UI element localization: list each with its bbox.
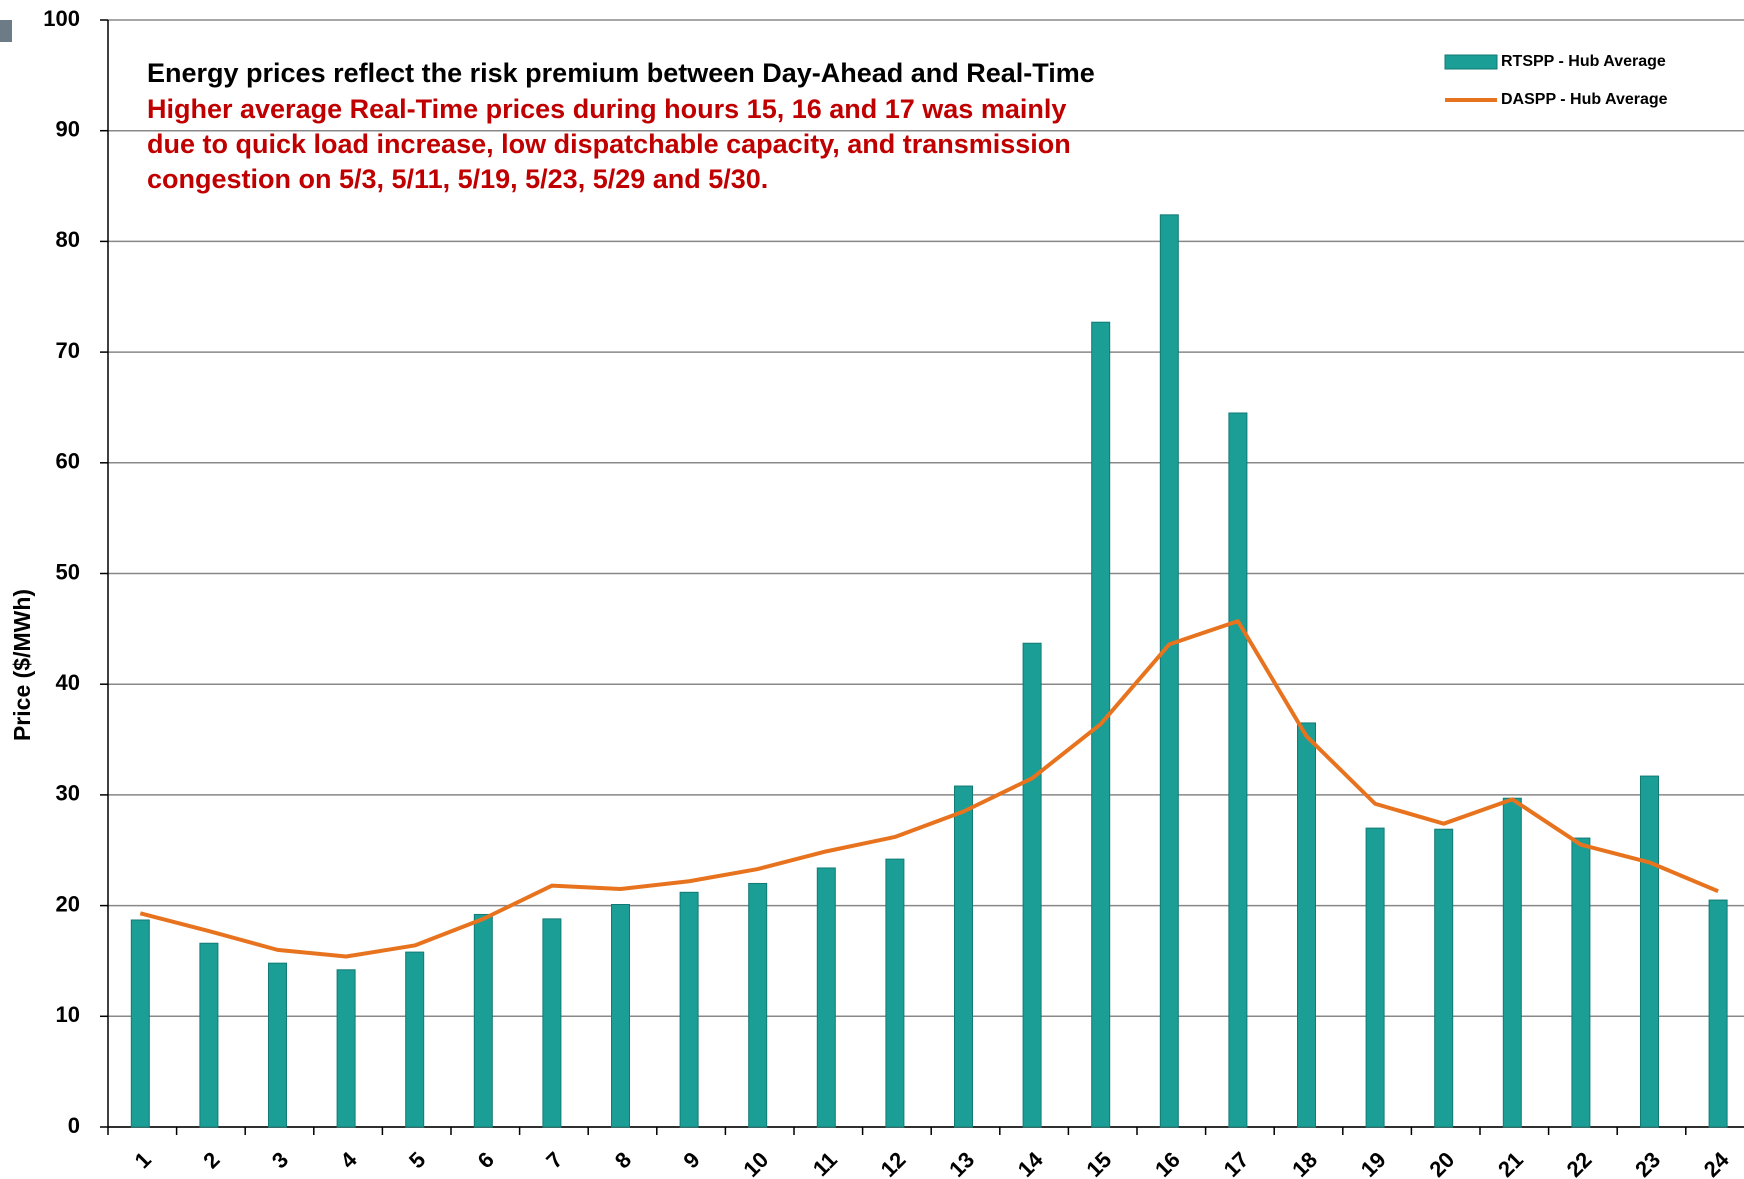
x-tick-label: 14 — [1013, 1146, 1049, 1179]
y-tick-label: 30 — [56, 781, 80, 806]
bar — [679, 891, 699, 1128]
bar — [1434, 828, 1454, 1128]
bar — [199, 942, 219, 1128]
note: due to quick load increase, low dispatch… — [147, 129, 1071, 159]
bar — [1640, 775, 1659, 1128]
bar — [473, 913, 493, 1128]
x-tick-label: 15 — [1081, 1147, 1116, 1179]
bar — [748, 882, 768, 1128]
bar — [1571, 837, 1591, 1128]
x-tick-label: 22 — [1562, 1147, 1597, 1179]
bar — [1159, 214, 1179, 1128]
x-tick-label: 13 — [944, 1147, 979, 1179]
legend-label: RTSPP - Hub Average — [1501, 53, 1666, 70]
x-tick-label: 17 — [1219, 1147, 1254, 1179]
x-tick-label: 2 — [198, 1147, 224, 1173]
bar — [336, 969, 356, 1128]
note: Higher average Real-Time prices during h… — [147, 94, 1066, 124]
y-tick-label: 70 — [56, 338, 80, 363]
legend-label: DASPP - Hub Average — [1501, 91, 1668, 108]
bar — [954, 785, 973, 1128]
bar — [816, 867, 836, 1128]
y-tick-label: 80 — [56, 227, 80, 252]
y-tick-label: 60 — [56, 449, 80, 474]
bar — [611, 903, 630, 1128]
bar — [1297, 722, 1316, 1128]
bar — [130, 919, 150, 1128]
bar — [1365, 827, 1385, 1128]
x-tick-label: 21 — [1493, 1147, 1528, 1179]
x-tick-label: 19 — [1356, 1147, 1391, 1179]
bar — [405, 951, 425, 1128]
x-tick-label: 4 — [335, 1146, 362, 1173]
y-tick-label: 40 — [56, 670, 80, 695]
x-tick-label: 9 — [678, 1147, 704, 1173]
x-tick-label: 6 — [473, 1147, 499, 1173]
x-tick-label: 8 — [610, 1147, 636, 1173]
annotation: Energy prices reflect the risk premium b… — [147, 58, 1095, 88]
y-tick-label: 100 — [43, 6, 80, 31]
x-tick-label: 24 — [1699, 1146, 1735, 1179]
y-tick-label: 90 — [56, 117, 80, 142]
x-tick-label: 7 — [541, 1147, 567, 1173]
y-axis-label: Price ($/MWh) — [9, 589, 35, 741]
y-tick-label: 10 — [56, 1002, 80, 1027]
x-tick-label: 11 — [808, 1147, 842, 1179]
x-tick-label: 1 — [130, 1147, 156, 1173]
bar — [268, 962, 287, 1128]
x-tick-label: 16 — [1150, 1147, 1185, 1179]
x-tick-label: 10 — [738, 1147, 773, 1179]
y-tick-label: 50 — [56, 559, 80, 584]
line — [139, 619, 1719, 959]
x-tick-label: 18 — [1287, 1147, 1322, 1179]
legend-swatch — [1444, 54, 1498, 70]
x-tick-label: 23 — [1630, 1147, 1665, 1179]
note: congestion on 5/3, 5/11, 5/19, 5/23, 5/2… — [147, 164, 768, 194]
x-tick-label: 12 — [876, 1147, 911, 1179]
bar — [1708, 899, 1728, 1128]
bar — [1228, 412, 1248, 1128]
bar — [1502, 797, 1522, 1128]
bar — [542, 918, 562, 1128]
bar — [1022, 642, 1042, 1128]
corner-marker — [0, 20, 12, 42]
x-tick-label: 5 — [404, 1147, 430, 1173]
y-tick-label: 20 — [56, 891, 80, 916]
bar — [885, 858, 905, 1128]
x-tick-label: 20 — [1424, 1147, 1459, 1179]
x-tick-label: 3 — [267, 1147, 293, 1173]
y-tick-label: 0 — [68, 1113, 80, 1138]
